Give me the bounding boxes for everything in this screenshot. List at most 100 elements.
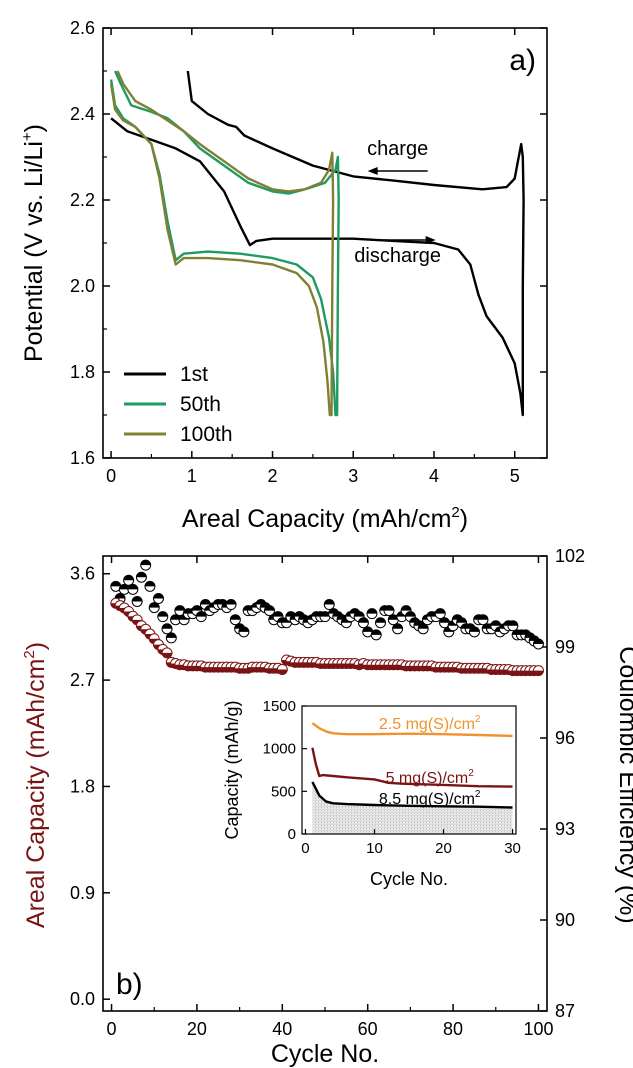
capacity-point-fill <box>533 670 544 676</box>
series-line-50th <box>109 70 340 417</box>
ce-point-fill <box>162 623 173 629</box>
panel-a: 0 1 2 3 4 5 1.6 1.8 2.0 2.2 2.4 2.6 a) charge disch… <box>19 18 548 533</box>
left-y-tick-label: 3.6 <box>70 564 95 584</box>
ce-point-fill <box>507 620 518 626</box>
right-y-tick-label: 87 <box>555 1001 575 1021</box>
x-tick-label: 0 <box>107 1019 117 1039</box>
right-y-tick-label: 96 <box>555 728 575 748</box>
inset-y-tick-label: 0 <box>288 826 296 843</box>
ce-point-fill <box>418 623 429 629</box>
inset-y-tick-label: 500 <box>271 783 296 800</box>
inset-chart: 0 10 20 30 0 500 1000 1500 2.5 mg(S)/cm2 5 mg(S… <box>222 698 531 897</box>
ce-point-fill <box>157 611 168 617</box>
x-tick-label: 100 <box>523 1019 553 1039</box>
y-tick-label: 1.8 <box>70 362 95 382</box>
ce-point-fill <box>401 605 412 611</box>
ce-point-fill <box>490 620 501 626</box>
series-line-100th <box>109 70 335 417</box>
right-y-tick-label: 93 <box>555 819 575 839</box>
ce-point-fill <box>170 614 181 620</box>
discharge-arrowhead <box>425 236 436 245</box>
x-tick-label: 3 <box>348 466 358 486</box>
inset-x-tick-label: 30 <box>504 840 521 857</box>
ce-point-fill <box>362 626 373 632</box>
ce-point-fill <box>166 632 177 638</box>
x-tick-label: 80 <box>443 1019 463 1039</box>
panel-a-y-axis-title: Potential (V vs. Li/Li+) <box>19 124 48 362</box>
inset-x-tick-label: 20 <box>435 840 452 857</box>
panel-b-x-axis-title: Cycle No. <box>271 1040 379 1068</box>
ce-point-fill <box>200 599 211 605</box>
charge-arrowhead <box>367 167 378 175</box>
ce-point-fill <box>149 602 160 608</box>
y-tick-label: 1.6 <box>70 448 95 468</box>
legend-label-1st: 1st <box>180 363 208 386</box>
y-tick-label: 2.4 <box>70 104 95 124</box>
y-tick-label: 2.0 <box>70 276 95 296</box>
inset-background <box>294 705 531 897</box>
ce-point-fill <box>533 638 544 644</box>
right-y-tick-label: 90 <box>555 910 575 930</box>
x-tick-label: 40 <box>272 1019 292 1039</box>
inset-ticks: 0 10 20 30 0 500 1000 1500 <box>263 698 521 857</box>
ce-point-fill <box>110 581 121 587</box>
inset-y-tick-label: 1500 <box>263 698 296 715</box>
right-y-tick-label: 102 <box>555 546 585 566</box>
panel-b-right-axis-title: Coulombic Efficiency (%) <box>614 646 633 923</box>
ce-point-fill <box>140 560 151 566</box>
ce-point-fill <box>358 617 369 623</box>
x-tick-label: 20 <box>187 1019 207 1039</box>
y-tick-label: 2.6 <box>70 18 95 38</box>
charge-annotation: charge <box>367 138 428 160</box>
ce-point-fill <box>230 614 241 620</box>
inset-series-line <box>311 747 513 788</box>
ce-point-fill <box>132 596 143 602</box>
ce-point-fill <box>405 611 416 617</box>
panel-b-label: b) <box>116 968 143 1001</box>
ce-point-fill <box>264 605 275 611</box>
panel-a-series <box>109 70 525 417</box>
panel-a-x-axis-title: Areal Capacity (mAh/cm2) <box>182 504 468 533</box>
inset-area-fill <box>312 781 513 834</box>
x-tick-label: 4 <box>429 466 439 486</box>
left-y-tick-label: 1.8 <box>70 776 95 796</box>
ce-point-fill <box>174 605 185 611</box>
discharge-annotation: discharge <box>354 245 441 267</box>
ce-point-fill <box>123 575 134 581</box>
ce-point-fill <box>439 617 450 623</box>
inset-shaded-area <box>312 781 513 834</box>
ce-point-fill <box>226 599 237 605</box>
inset-x-tick-label: 10 <box>366 840 383 857</box>
ce-point-fill <box>191 605 202 611</box>
legend-label-50th: 50th <box>180 393 221 416</box>
ce-point-fill <box>196 611 207 617</box>
annotation-arrows <box>367 167 436 245</box>
ce-point-fill <box>127 584 138 590</box>
capacity-point-fill <box>277 669 288 675</box>
y-tick-label: 2.2 <box>70 190 95 210</box>
right-y-tick-label: 99 <box>555 637 575 657</box>
ce-point-fill <box>273 611 284 617</box>
ce-point-fill <box>456 617 467 623</box>
x-tick-label: 5 <box>510 466 520 486</box>
left-y-tick-label: 0.9 <box>70 883 95 903</box>
ce-point-fill <box>320 611 330 617</box>
inset-y-tick-label: 1000 <box>263 741 296 758</box>
inset-y-axis-title: Capacity (mAh/g) <box>222 700 242 839</box>
x-tick-label: 1 <box>187 466 197 486</box>
ce-point-fill <box>371 629 382 635</box>
ce-point-fill <box>115 593 126 599</box>
ce-point-fill <box>354 611 365 617</box>
x-tick-label: 60 <box>358 1019 378 1039</box>
ce-point-fill <box>375 617 386 623</box>
ce-point-fill <box>144 581 155 587</box>
capacity-point-fill <box>162 652 173 658</box>
inset-series-label-8.5: 8.5 mg(S)/cm2 <box>379 789 481 808</box>
panel-a-legend: 1st 50th 100th <box>124 363 233 446</box>
ce-point-fill <box>477 614 488 620</box>
legend-label-100th: 100th <box>180 423 233 446</box>
ce-point-fill <box>324 599 335 605</box>
ce-point-fill <box>136 572 147 578</box>
